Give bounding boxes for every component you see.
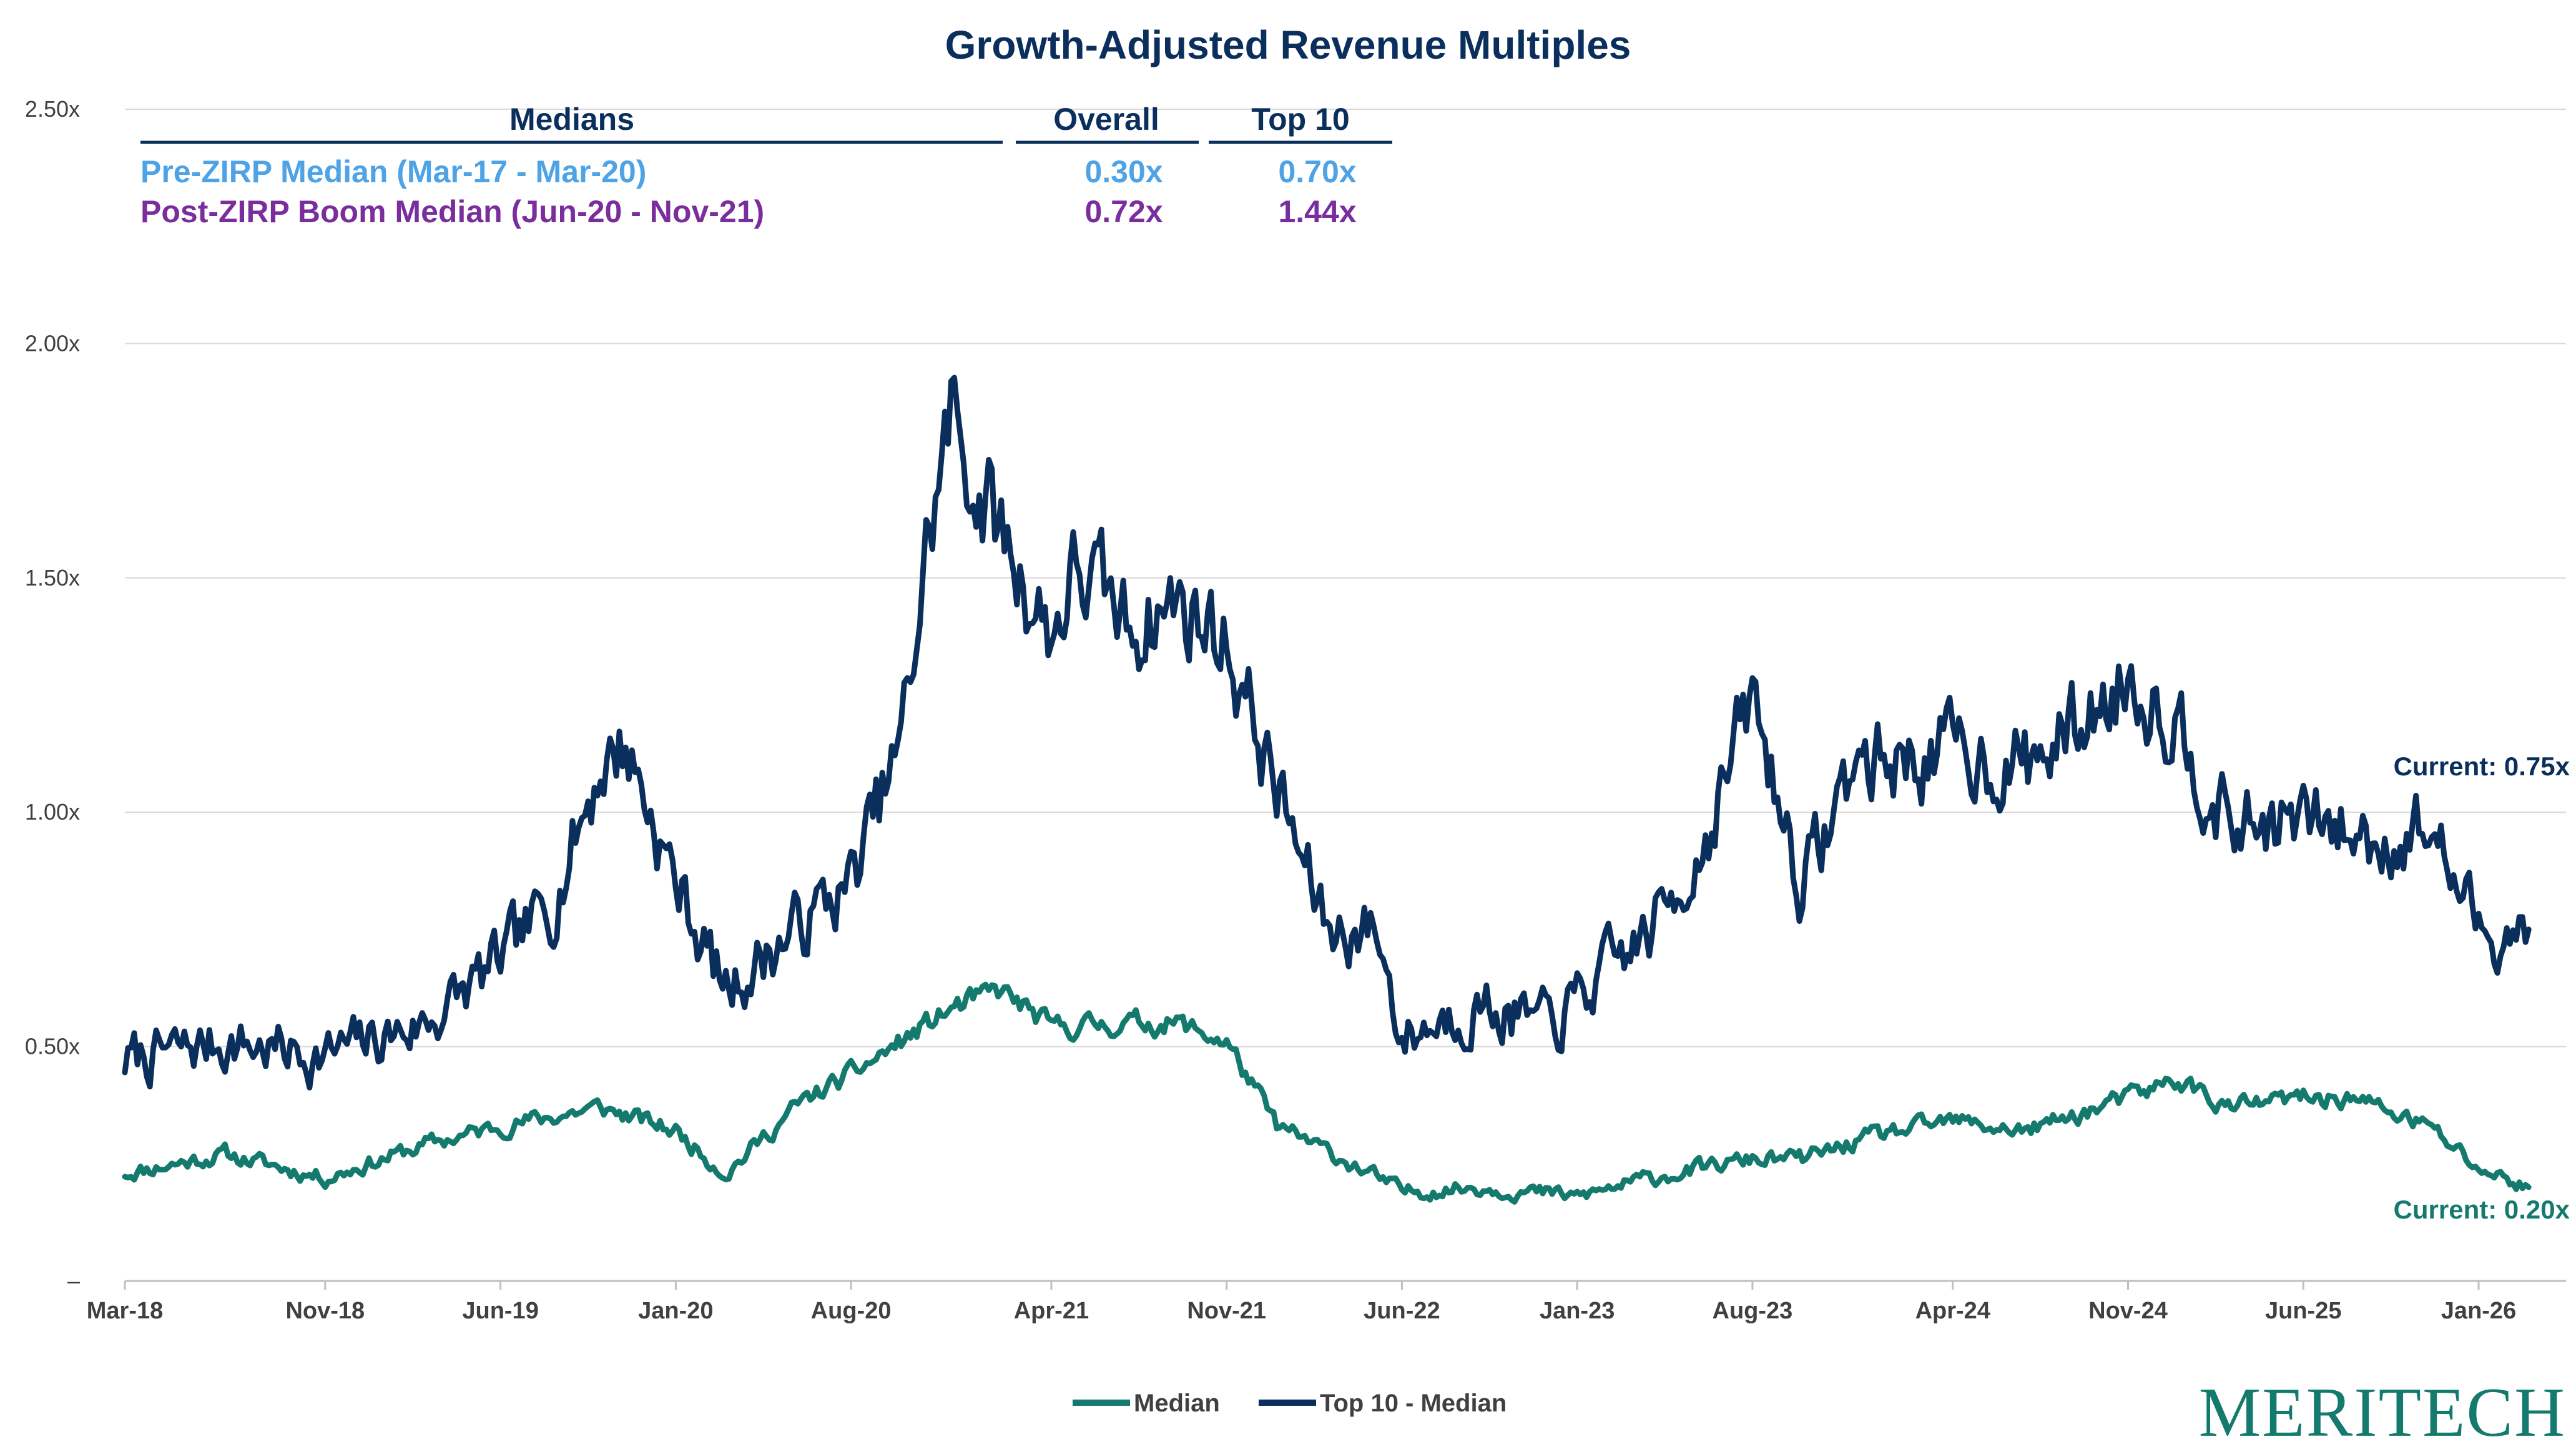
- x-tick-label: Jan-20: [638, 1298, 713, 1324]
- current-top10-label: Current: 0.75x: [2394, 752, 2570, 781]
- y-tick-label: 2.00x: [25, 330, 80, 356]
- meritech-logo: MERITECH: [2199, 1374, 2566, 1442]
- current-median-label: Current: 0.20x: [2394, 1195, 2570, 1224]
- post-zirp-top10: 1.44x: [1278, 194, 1356, 229]
- y-tick-label: 1.00x: [25, 799, 80, 825]
- legend: Median Top 10 - Median: [1073, 1390, 1507, 1417]
- x-tick-label: Nov-21: [1187, 1298, 1266, 1324]
- legend-median-label: Median: [1134, 1390, 1220, 1417]
- x-tick-label: Aug-23: [1713, 1298, 1793, 1324]
- y-axis: – 0.50x 1.00x 1.50x 2.00x 2.50x: [25, 96, 80, 1293]
- medians-table: Medians Overall Top 10 Pre-ZIRP Median (…: [140, 102, 1392, 229]
- legend-top10-label: Top 10 - Median: [1320, 1390, 1507, 1417]
- top10-header: Top 10: [1251, 102, 1349, 137]
- x-tick-label: Mar-18: [87, 1298, 164, 1324]
- series-lines: [122, 375, 2532, 1205]
- medians-header: Medians: [509, 102, 634, 137]
- x-tick-label: Jun-25: [2265, 1298, 2341, 1324]
- top10-series-line: [122, 375, 2532, 1091]
- pre-zirp-overall: 0.30x: [1084, 154, 1163, 189]
- overall-header: Overall: [1053, 102, 1159, 137]
- y-tick-label: 1.50x: [25, 565, 80, 591]
- median-series-line: [122, 981, 2532, 1205]
- x-tick-label: Jun-22: [1364, 1298, 1440, 1324]
- x-tick-label: Jan-23: [1540, 1298, 1615, 1324]
- chart-title: Growth-Adjusted Revenue Multiples: [945, 22, 1631, 67]
- gridlines: [125, 109, 2566, 1047]
- x-tick-label: Jan-26: [2441, 1298, 2516, 1324]
- x-tick-label: Nov-24: [2088, 1298, 2168, 1324]
- x-axis: Mar-18 Nov-18 Jun-19 Jan-20 Aug-20 Apr-21 Nov-…: [87, 1281, 2516, 1324]
- pre-zirp-top10: 0.70x: [1278, 154, 1356, 189]
- pre-zirp-label: Pre-ZIRP Median (Mar-17 - Mar-20): [140, 154, 646, 189]
- post-zirp-overall: 0.72x: [1084, 194, 1163, 229]
- x-tick-label: Nov-18: [285, 1298, 365, 1324]
- x-tick-label: Apr-24: [1915, 1298, 1990, 1324]
- y-tick-label: 0.50x: [25, 1034, 80, 1059]
- post-zirp-label: Post-ZIRP Boom Median (Jun-20 - Nov-21): [140, 194, 764, 229]
- y-tick-label: –: [67, 1268, 80, 1293]
- x-tick-label: Aug-20: [811, 1298, 892, 1324]
- x-tick-label: Jun-19: [462, 1298, 538, 1324]
- x-tick-label: Apr-21: [1014, 1298, 1089, 1324]
- y-tick-label: 2.50x: [25, 96, 80, 122]
